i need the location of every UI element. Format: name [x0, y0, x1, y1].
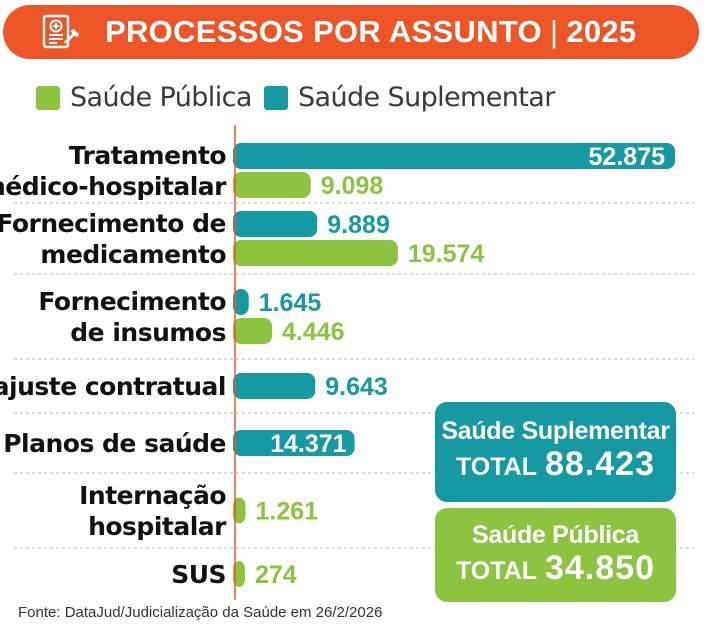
- legend-item-saude-publica: Saúde Pública: [36, 82, 252, 113]
- total-row: TOTAL 34.850: [435, 550, 676, 593]
- bar: [233, 211, 318, 237]
- category-label: SUS: [171, 560, 226, 589]
- data-label: 1.261: [255, 498, 318, 526]
- legend-swatch-saude-suplementar: [264, 85, 288, 110]
- category-label: médico-hospitalar: [0, 172, 227, 201]
- total-label: TOTAL: [455, 557, 537, 585]
- bar: [233, 561, 245, 587]
- bar: [233, 373, 316, 399]
- title-year: 2025: [566, 14, 637, 49]
- data-label: 14.371: [270, 430, 347, 458]
- bar: [233, 318, 272, 344]
- category-label: Reajuste contratual: [0, 372, 226, 401]
- header-banner: PROCESSOS POR ASSUNTO | 2025: [3, 5, 699, 59]
- bar: [233, 172, 311, 198]
- category-label: Fornecimento: [38, 287, 226, 316]
- bar: [233, 497, 246, 524]
- title-separator: |: [549, 14, 559, 49]
- page-title: PROCESSOS POR ASSUNTO | 2025: [105, 5, 636, 59]
- data-label: 9.098: [321, 172, 384, 200]
- category-label: Internação: [79, 481, 226, 510]
- legend-label-saude-suplementar: Saúde Suplementar: [298, 82, 555, 113]
- category-label: Fornecimento de: [0, 209, 226, 238]
- title-text: PROCESSOS POR ASSUNTO: [105, 14, 542, 49]
- category-label: hospitalar: [88, 512, 227, 541]
- data-label: 19.574: [408, 240, 485, 268]
- source-footnote: Fonte: DataJud/Judicialização da Saúde e…: [18, 604, 383, 621]
- total-box-saude-suplementar: Saúde Suplementar TOTAL 88.423: [435, 402, 676, 502]
- legend-label-saude-publica: Saúde Pública: [70, 82, 252, 113]
- total-title: Saúde Pública: [472, 521, 639, 549]
- bar: [233, 240, 398, 266]
- legend-item-saude-suplementar: Saúde Suplementar: [264, 82, 555, 113]
- data-label: 1.645: [259, 289, 322, 317]
- data-label: 4.446: [282, 318, 345, 346]
- total-box-saude-publica: Saúde Pública TOTAL 34.850: [435, 508, 676, 602]
- category-label: Tratamento: [69, 141, 227, 170]
- document-health-icon: [42, 14, 79, 49]
- legend-swatch-saude-publica: [36, 85, 60, 110]
- category-label: Planos de saúde: [3, 429, 226, 458]
- bar: [233, 289, 249, 315]
- data-label: 9.643: [325, 373, 388, 401]
- data-label: 52.875: [589, 143, 666, 171]
- bar: [233, 430, 355, 456]
- category-label: de insumos: [70, 318, 226, 347]
- bar: [233, 143, 675, 169]
- total-title: Saúde Suplementar: [441, 417, 670, 445]
- data-label: 9.889: [327, 211, 390, 239]
- total-value: 88.423: [545, 445, 655, 483]
- data-label: 274: [255, 561, 297, 589]
- category-label: medicamento: [40, 240, 226, 269]
- total-value: 34.850: [545, 549, 655, 587]
- total-row: TOTAL 88.423: [435, 446, 676, 489]
- total-label: TOTAL: [455, 453, 537, 481]
